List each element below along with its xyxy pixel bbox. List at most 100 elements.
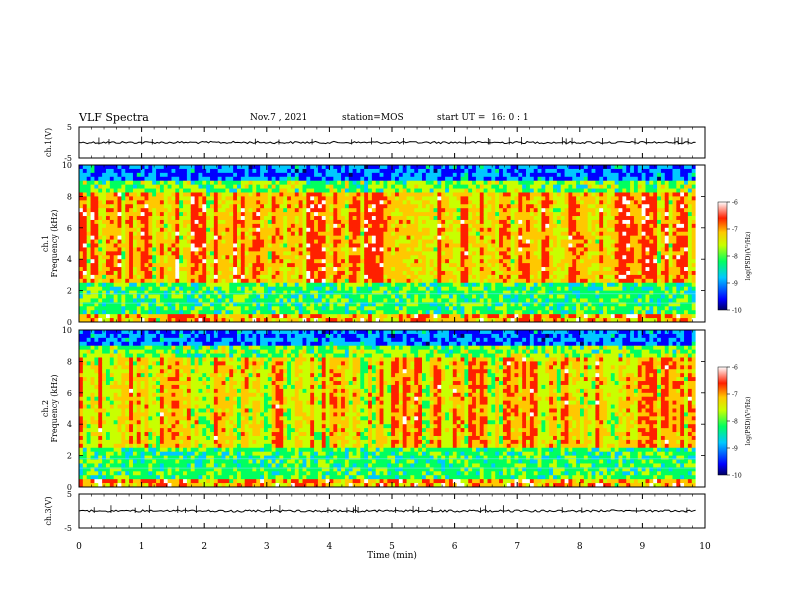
spectrogram-cell (379, 306, 384, 311)
spectrogram-cell (256, 310, 261, 315)
spectrogram-cell (294, 282, 300, 288)
spectrogram-cell (421, 270, 427, 276)
spectrogram-cell (148, 314, 153, 319)
spectrogram-cell (344, 188, 350, 193)
spectrogram-cell (240, 231, 246, 237)
spectrogram-cell (364, 259, 369, 264)
spectrogram-cell (79, 196, 84, 201)
spectrogram-cell (194, 192, 199, 197)
spectrogram-cell (298, 223, 303, 229)
spectrogram-cell (121, 286, 126, 292)
spectrogram-cell (364, 267, 369, 272)
spectrogram-cell (79, 282, 84, 288)
spectrogram-cell (464, 184, 469, 189)
spectrogram-cell (441, 219, 446, 225)
spectrogram-cell (383, 231, 388, 237)
spectrogram-cell (244, 235, 249, 240)
spectrogram-cell (94, 267, 99, 272)
spectrogram-cell (213, 188, 219, 193)
spectrogram-cell (383, 314, 388, 319)
spectrogram-cell (229, 255, 234, 260)
spectrogram-cell (202, 235, 207, 240)
spectrogram-cell (383, 310, 388, 315)
spectrogram-cell (140, 239, 145, 244)
spectrogram-cell (210, 231, 215, 237)
spectrogram-cell (356, 235, 361, 240)
spectrogram-cell (487, 247, 492, 252)
spectrogram-cell (356, 278, 361, 284)
spectrogram-cell (398, 314, 404, 319)
spectrogram-cell (271, 302, 276, 307)
spectrogram-cell (395, 168, 400, 174)
spectrogram-cell (109, 200, 115, 205)
spectrogram-cell (279, 208, 284, 213)
spectrogram-cell (410, 219, 415, 225)
spectrogram-cell (213, 302, 219, 307)
spectrogram-cell (179, 196, 184, 201)
spectrogram-cell (545, 212, 550, 217)
spectrogram-cell (425, 247, 431, 252)
spectrogram-cell (252, 267, 257, 272)
spectrogram-cell (387, 294, 392, 299)
spectrogram-cell (356, 294, 361, 299)
spectrogram-cell (341, 290, 346, 295)
spectrogram-cell (460, 278, 465, 284)
spectrogram-cell (136, 200, 142, 205)
spectrogram-cell (499, 318, 504, 323)
spectrogram-cell (202, 180, 207, 186)
spectrogram-cell (167, 239, 172, 244)
spectrogram-cell (225, 212, 230, 217)
spectrogram-cell (414, 192, 419, 197)
spectrogram-cell (263, 208, 269, 213)
spectrogram-cell (495, 172, 500, 178)
spectrogram-cell (460, 184, 465, 189)
spectrogram-cell (514, 306, 519, 311)
spectrogram-cell (418, 239, 423, 244)
spectrogram-cell (90, 208, 95, 213)
spectrogram-cell (132, 306, 138, 311)
spectrogram-cell (402, 270, 407, 276)
spectrogram-cell (402, 176, 407, 182)
spectrogram-cell (537, 294, 542, 299)
spectrogram-cell (541, 310, 546, 315)
spectrogram-cell (472, 318, 477, 323)
spectrogram-cell (468, 219, 473, 225)
spectrogram-cell (171, 180, 176, 186)
spectrogram-cell (348, 259, 354, 264)
spectrogram-cell (506, 263, 512, 268)
spectrogram-cell (163, 223, 169, 229)
spectrogram-cell (448, 278, 454, 284)
spectrogram-cell (171, 165, 176, 170)
spectrogram-cell (102, 274, 107, 280)
spectrogram-cell (495, 282, 500, 288)
spectrogram-cell (156, 208, 161, 213)
spectrogram-cell (140, 310, 145, 315)
spectrogram-cell (148, 235, 153, 240)
spectrogram-cell (472, 196, 477, 201)
spectrogram-cell (105, 239, 111, 244)
spectrogram-cell (317, 223, 323, 229)
spectrogram-cell (109, 204, 115, 209)
spectrogram-cell (433, 282, 438, 288)
spectrogram-cell (117, 302, 122, 307)
spectrogram-cell (537, 278, 542, 284)
spectrogram-cell (148, 172, 153, 178)
spectrogram-cell (414, 278, 419, 284)
spectrogram-cell (117, 255, 122, 260)
spectrogram-cell (391, 294, 396, 299)
spectrogram-cell (325, 176, 330, 182)
spectrogram-cell (267, 200, 273, 205)
spectrogram-cell (244, 188, 249, 193)
spectrogram-cell (495, 204, 500, 209)
spectrogram-cell (402, 274, 407, 280)
spectrogram-cell (198, 172, 203, 178)
spectrogram-cell (271, 235, 276, 240)
spectrogram-cell (240, 310, 246, 315)
spectrogram-cell (156, 255, 161, 260)
spectrogram-cell (202, 302, 207, 307)
spectrogram-cell (237, 259, 242, 264)
spectrogram-cell (113, 270, 118, 276)
spectrogram-cell (171, 227, 176, 233)
spectrogram-cell (468, 290, 473, 295)
spectrogram-cell (252, 184, 257, 189)
